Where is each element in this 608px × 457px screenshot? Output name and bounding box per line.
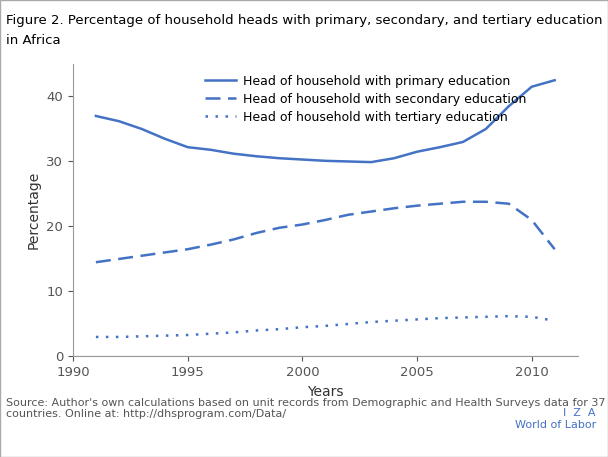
Head of household with secondary education [207, 242, 214, 247]
Head of household with tertiary education [92, 334, 100, 340]
Head of household with secondary education [276, 225, 283, 230]
Head of household with tertiary education [390, 318, 398, 324]
Head of household with primary education [437, 144, 444, 150]
Head of household with secondary education [367, 209, 375, 214]
Head of household with tertiary education [459, 315, 466, 320]
Head of household with primary education [459, 139, 466, 145]
Head of household with primary education [92, 113, 100, 119]
Head of household with primary education [299, 157, 306, 162]
Head of household with tertiary education [276, 326, 283, 332]
Head of household with tertiary education [345, 321, 352, 327]
Head of household with primary education [161, 136, 168, 142]
Line: Head of household with tertiary education: Head of household with tertiary educatio… [96, 316, 554, 337]
Head of household with primary education [322, 158, 329, 164]
Head of household with primary education [138, 126, 145, 132]
Head of household with secondary education [482, 199, 489, 205]
Head of household with tertiary education [367, 319, 375, 325]
Head of household with secondary education [138, 253, 145, 259]
Head of household with tertiary education [115, 334, 122, 340]
Head of household with primary education [253, 154, 260, 159]
Head of household with secondary education [551, 246, 558, 252]
Text: in Africa: in Africa [6, 34, 61, 47]
Head of household with primary education [276, 155, 283, 161]
Head of household with secondary education [184, 246, 192, 252]
Head of household with primary education [345, 159, 352, 164]
Head of household with tertiary education [161, 333, 168, 338]
Head of household with secondary education [528, 217, 536, 223]
Head of household with primary education [390, 155, 398, 161]
Head of household with primary education [551, 78, 558, 83]
Head of household with tertiary education [230, 329, 237, 335]
Head of household with tertiary education [413, 317, 421, 322]
Head of household with secondary education [459, 199, 466, 205]
Head of household with tertiary education [299, 324, 306, 330]
Head of household with tertiary education [528, 314, 536, 319]
Head of household with secondary education [413, 203, 421, 208]
Legend: Head of household with primary education, Head of household with secondary educa: Head of household with primary education… [200, 70, 531, 129]
Head of household with secondary education [115, 256, 122, 262]
Y-axis label: Percentage: Percentage [27, 171, 41, 250]
Head of household with primary education [115, 118, 122, 124]
Text: Source: Author's own calculations based on unit records from Demographic and Hea: Source: Author's own calculations based … [6, 398, 608, 419]
Head of household with secondary education [230, 237, 237, 242]
Head of household with primary education [413, 149, 421, 154]
Head of household with tertiary education [482, 314, 489, 319]
Head of household with tertiary education [138, 334, 145, 339]
Head of household with primary education [207, 147, 214, 153]
Head of household with tertiary education [437, 315, 444, 321]
Head of household with secondary education [505, 201, 513, 207]
Head of household with tertiary education [184, 332, 192, 338]
Head of household with primary education [184, 144, 192, 150]
Text: Figure 2. Percentage of household heads with primary, secondary, and tertiary ed: Figure 2. Percentage of household heads … [6, 14, 603, 27]
Line: Head of household with primary education: Head of household with primary education [96, 80, 554, 162]
Head of household with secondary education [92, 260, 100, 265]
Head of household with secondary education [161, 250, 168, 255]
Head of household with primary education [482, 126, 489, 132]
Head of household with secondary education [322, 217, 329, 223]
Head of household with primary education [505, 103, 513, 109]
Text: I  Z  A
World of Labor: I Z A World of Labor [514, 408, 596, 430]
Head of household with tertiary education [322, 323, 329, 329]
Head of household with tertiary education [505, 314, 513, 319]
X-axis label: Years: Years [307, 385, 344, 399]
Line: Head of household with secondary education: Head of household with secondary educati… [96, 202, 554, 262]
Head of household with tertiary education [253, 328, 260, 333]
Head of household with secondary education [437, 201, 444, 207]
Head of household with tertiary education [207, 331, 214, 336]
Head of household with secondary education [253, 230, 260, 236]
Head of household with secondary education [345, 212, 352, 218]
Head of household with primary education [528, 84, 536, 90]
Head of household with secondary education [390, 206, 398, 211]
Head of household with tertiary education [551, 318, 558, 324]
Head of household with primary education [367, 159, 375, 165]
Head of household with secondary education [299, 222, 306, 227]
Head of household with primary education [230, 151, 237, 156]
